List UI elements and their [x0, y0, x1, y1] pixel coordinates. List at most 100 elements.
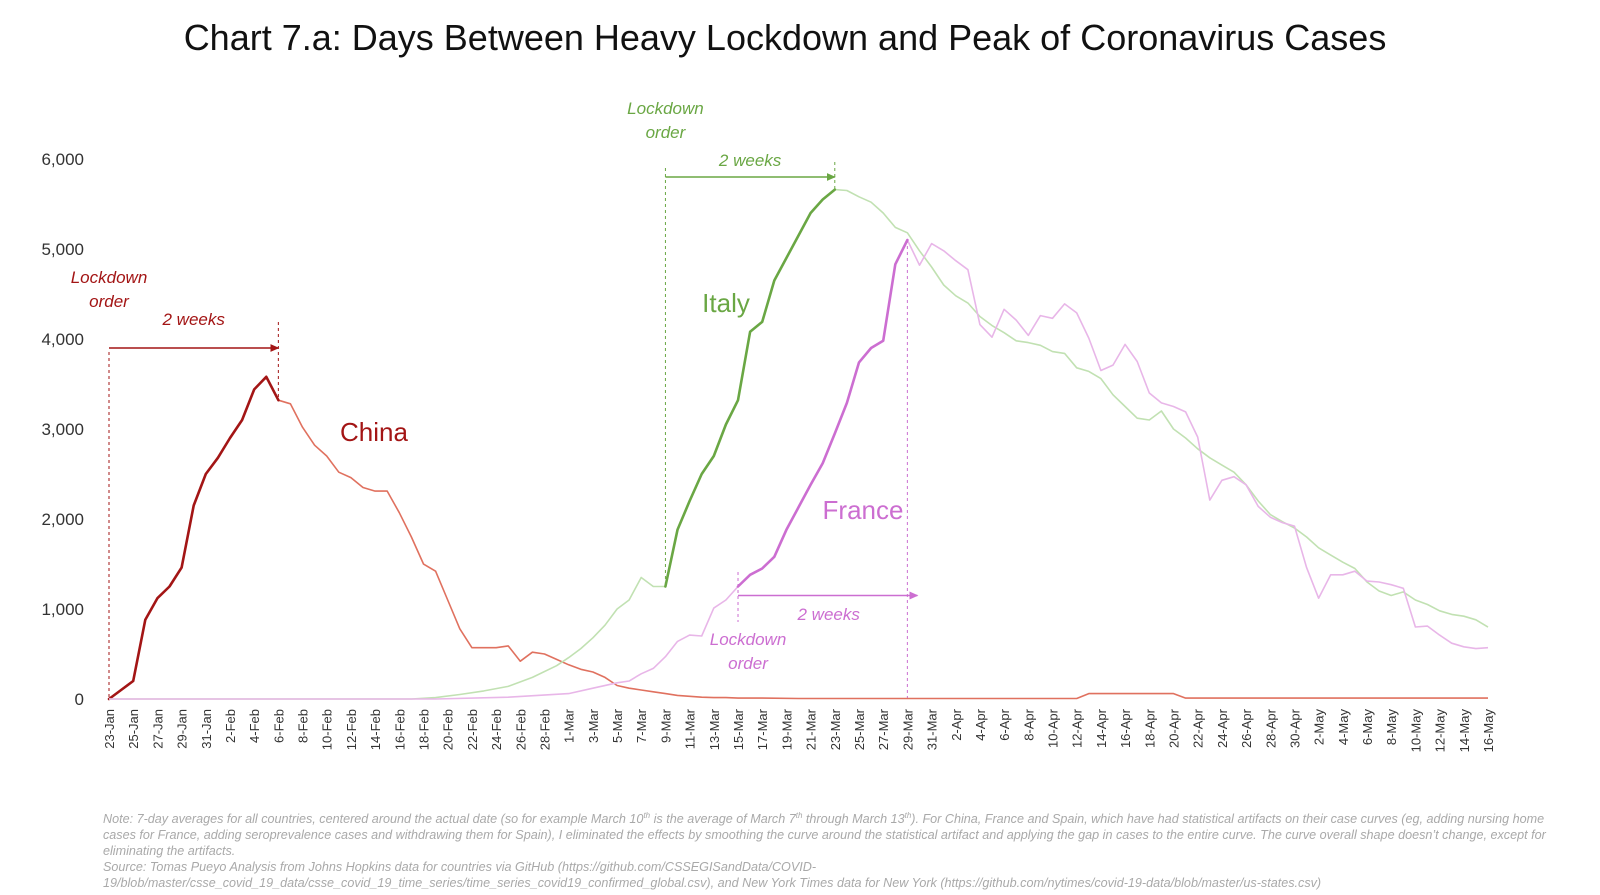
- x-tick-label: 31-Mar: [925, 708, 940, 750]
- x-tick-label: 22-Apr: [1191, 708, 1206, 748]
- x-tick-label: 27-Mar: [876, 708, 891, 750]
- y-tick-label: 2,000: [41, 510, 84, 529]
- china-lockdown-label: order: [89, 292, 130, 311]
- x-tick-label: 4-May: [1336, 709, 1351, 746]
- series-line-italy: [109, 188, 1489, 700]
- x-tick-label: 21-Mar: [804, 708, 819, 750]
- x-tick-label: 20-Feb: [441, 709, 456, 750]
- x-tick-label: 8-May: [1384, 709, 1399, 746]
- x-tick-label: 25-Mar: [852, 708, 867, 750]
- x-tick-label: 28-Feb: [537, 709, 552, 750]
- x-tick-label: 13-Mar: [707, 708, 722, 750]
- italy-span-label: 2 weeks: [718, 151, 782, 170]
- france-span-label: 2 weeks: [797, 605, 861, 624]
- x-tick-label: 19-Mar: [779, 708, 794, 750]
- x-tick-label: 12-May: [1433, 709, 1448, 753]
- x-tick-label: 8-Feb: [296, 709, 311, 743]
- x-tick-label: 9-Mar: [658, 708, 673, 743]
- italy-series-label: Italy: [702, 288, 750, 318]
- series-highlight-china: [107, 375, 280, 701]
- x-tick-label: 4-Apr: [973, 708, 988, 740]
- x-tick-label: 6-Apr: [997, 708, 1012, 740]
- x-tick-label: 2-May: [1312, 709, 1327, 746]
- x-tick-label: 6-Feb: [271, 709, 286, 743]
- x-tick-label: 26-Feb: [513, 709, 528, 750]
- china-span-label: 2 weeks: [161, 310, 225, 329]
- x-tick-label: 1-Mar: [562, 708, 577, 743]
- x-tick-label: 14-Apr: [1094, 708, 1109, 748]
- series-highlight-france: [736, 238, 909, 588]
- annotation-text: Lockdown order 2 weeks Lockdown order 2 weeks…: [71, 99, 904, 673]
- note-mid: is the average of March 7: [650, 812, 796, 827]
- x-tick-label: 14-May: [1457, 709, 1472, 753]
- china-series-label: China: [340, 417, 408, 447]
- x-tick-label: 23-Jan: [102, 709, 117, 749]
- footnote-source-1: Source: Tomas Pueyo Analysis from Johns …: [103, 860, 817, 875]
- x-tick-label: 15-Mar: [731, 708, 746, 750]
- x-tick-label: 17-Mar: [755, 708, 770, 750]
- x-tick-label: 11-Mar: [683, 708, 698, 749]
- series-highlight-italy: [664, 188, 837, 588]
- y-tick-label: 0: [75, 690, 84, 709]
- note-sup: th: [643, 811, 651, 820]
- x-axis: 23-Jan 25-Jan 27-Jan 29-Jan 31-Jan 2-Feb 4-Feb…: [102, 708, 1496, 752]
- france-lockdown-label: order: [728, 654, 769, 673]
- x-tick-label: 16-Feb: [392, 709, 407, 750]
- italy-lockdown-label: Lockdown: [627, 99, 704, 118]
- annotation-lines: [108, 162, 919, 699]
- footnote-note: Note: 7-day averages for all countries, …: [103, 808, 1563, 859]
- italy-lockdown-label: order: [646, 123, 687, 142]
- x-tick-label: 12-Apr: [1070, 708, 1085, 748]
- note-prefix: Note: 7-day averages for all countries, …: [103, 812, 644, 827]
- x-tick-label: 30-Apr: [1287, 708, 1302, 748]
- x-tick-label: 16-May: [1481, 709, 1496, 753]
- x-tick-label: 20-Apr: [1166, 708, 1181, 748]
- x-tick-label: 10-Apr: [1046, 708, 1061, 748]
- x-tick-label: 24-Feb: [489, 709, 504, 750]
- france-lockdown-label: Lockdown: [710, 630, 787, 649]
- note-sup: th: [904, 811, 912, 820]
- x-tick-label: 5-Mar: [610, 708, 625, 743]
- y-tick-label: 1,000: [41, 600, 84, 619]
- x-tick-label: 6-May: [1360, 709, 1375, 746]
- x-tick-label: 3-Mar: [586, 708, 601, 743]
- x-tick-label: 18-Feb: [417, 709, 432, 750]
- y-tick-label: 3,000: [41, 420, 84, 439]
- france-series-label: France: [823, 495, 904, 525]
- note-mid: through March 13: [802, 812, 905, 827]
- x-tick-label: 7-Mar: [634, 708, 649, 743]
- x-tick-label: 27-Jan: [150, 709, 165, 749]
- x-tick-label: 10-Feb: [320, 709, 335, 750]
- chart-title: Chart 7.a: Days Between Heavy Lockdown a…: [184, 17, 1387, 58]
- x-tick-label: 31-Jan: [199, 709, 214, 749]
- x-tick-label: 12-Feb: [344, 709, 359, 750]
- y-tick-label: 5,000: [41, 240, 84, 259]
- y-tick-label: 6,000: [41, 150, 84, 169]
- x-tick-label: 16-Apr: [1118, 708, 1133, 748]
- series-line-china: [108, 375, 1488, 700]
- x-tick-label: 22-Feb: [465, 709, 480, 750]
- footnote: Note: 7-day averages for all countries, …: [103, 808, 1563, 891]
- x-tick-label: 29-Jan: [175, 709, 190, 749]
- y-tick-label: 4,000: [41, 330, 84, 349]
- x-tick-label: 25-Jan: [126, 709, 141, 749]
- series-line-france: [109, 239, 1489, 700]
- x-tick-label: 2-Feb: [223, 709, 238, 743]
- x-tick-label: 8-Apr: [1021, 708, 1036, 740]
- footnote-source-2: 19/blob/master/csse_covid_19_data/csse_c…: [103, 876, 1322, 891]
- x-tick-label: 14-Feb: [368, 709, 383, 750]
- x-tick-label: 29-Mar: [900, 708, 915, 750]
- series-layer: [107, 188, 1489, 701]
- x-tick-label: 28-Apr: [1263, 708, 1278, 748]
- note-sup: th: [795, 811, 803, 820]
- x-tick-label: 2-Apr: [949, 708, 964, 740]
- x-tick-label: 10-May: [1408, 709, 1423, 753]
- x-tick-label: 4-Feb: [247, 709, 262, 743]
- y-axis: 0 1,000 2,000 3,000 4,000 5,000 6,000: [41, 150, 84, 709]
- note-rest: ). For China, France and Spain, which ha…: [103, 812, 1546, 859]
- x-tick-label: 23-Mar: [828, 708, 843, 750]
- x-tick-label: 24-Apr: [1215, 708, 1230, 748]
- x-tick-label: 18-Apr: [1142, 708, 1157, 748]
- x-tick-label: 26-Apr: [1239, 708, 1254, 748]
